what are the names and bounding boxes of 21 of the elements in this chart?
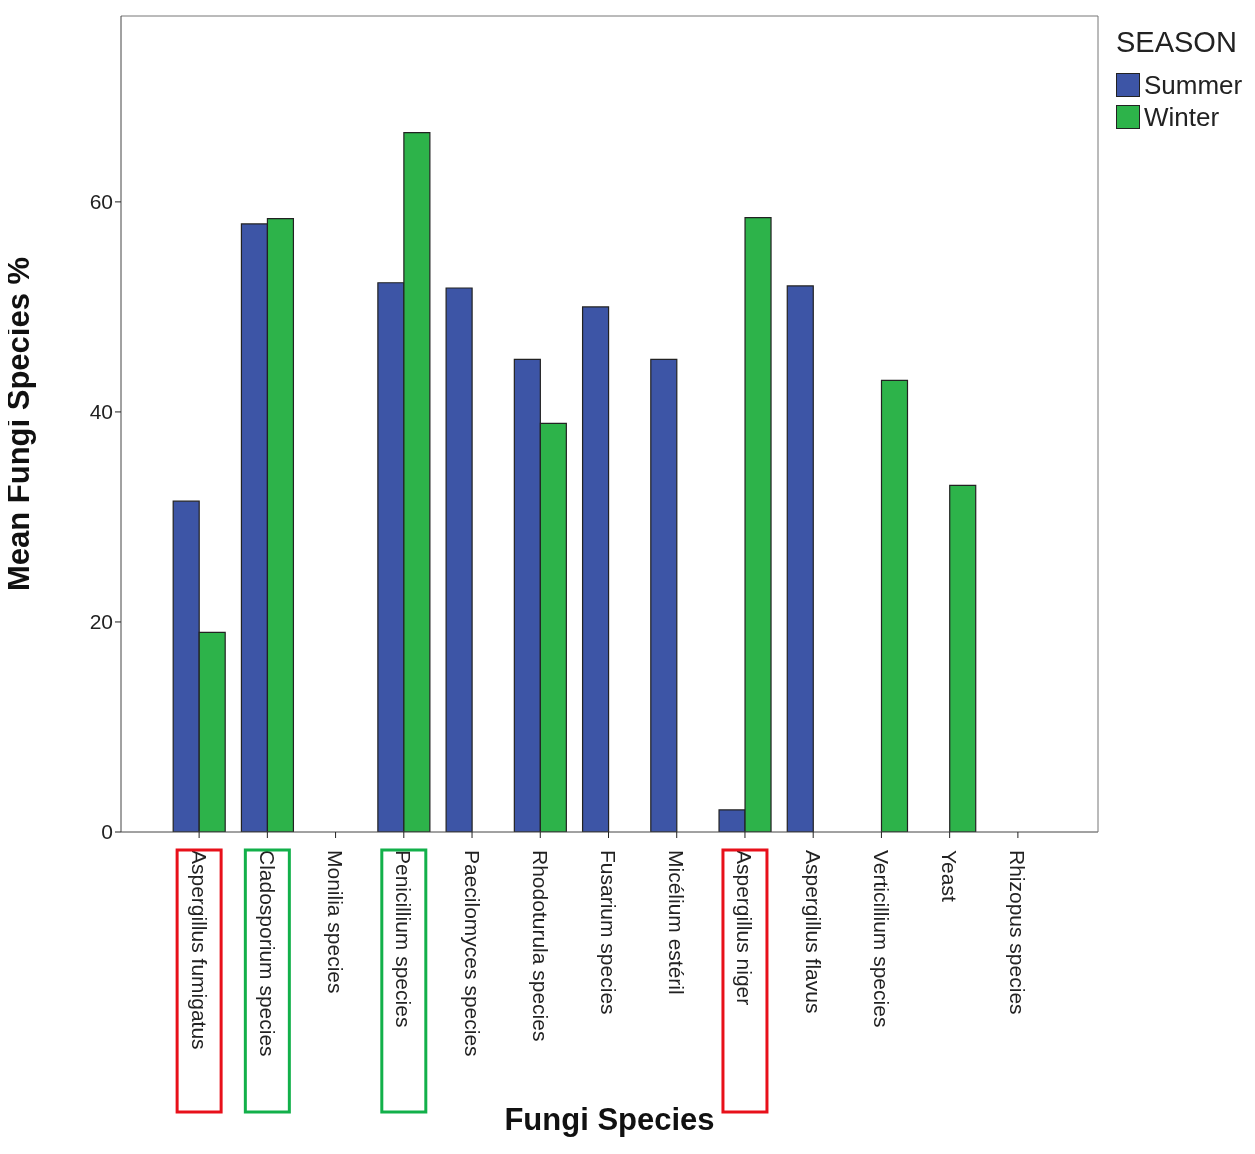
x-tick-label: Verticillium species	[869, 850, 893, 1028]
x-tick-label: Paecilomyces species	[460, 850, 484, 1057]
legend-label: Summer	[1144, 69, 1243, 101]
x-tick-label: Aspergillus flavus	[801, 850, 825, 1014]
y-tick-label: 20	[89, 610, 113, 634]
x-tick-label: Penicillium species	[392, 850, 416, 1028]
x-tick-label: Yeast	[938, 850, 962, 902]
legend-label: Winter	[1144, 101, 1220, 133]
x-tick-label: Rhodoturula species	[528, 850, 552, 1042]
y-tick-label: 60	[89, 190, 113, 214]
y-tick-label: 0	[101, 820, 113, 844]
x-tick-label: Micélium estéril	[665, 850, 689, 995]
x-tick-label: Rhizopus species	[1006, 850, 1030, 1015]
x-axis-title: Fungi Species	[504, 1102, 715, 1137]
y-tick-label: 40	[89, 400, 113, 424]
x-tick-label: Monilia species	[324, 850, 348, 994]
legend-title: SEASON	[1116, 26, 1238, 59]
x-tick-label: Aspergillus niger	[733, 850, 757, 1006]
x-tick-label: Fusarium species	[597, 850, 620, 1015]
x-tick-label: Aspergillus fumigatus	[187, 850, 211, 1050]
x-tick-label: Cladosporium species	[255, 850, 279, 1057]
